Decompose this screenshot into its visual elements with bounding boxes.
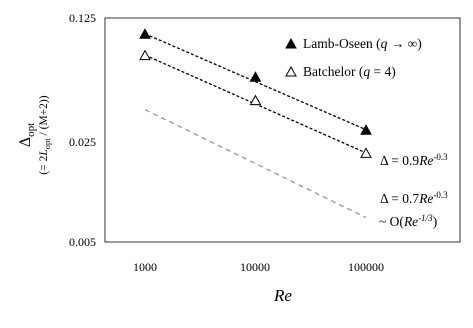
annotation-italic: Re bbox=[418, 191, 433, 206]
y-tick-label: 0.025 bbox=[69, 135, 96, 149]
x-axis-title: Re bbox=[273, 286, 292, 305]
y-tick-label: 0.125 bbox=[69, 11, 96, 25]
y-axis-note-L-sub: opt bbox=[42, 138, 52, 150]
reference-line-layer bbox=[144, 109, 367, 219]
y-axis-subscript: opt bbox=[25, 123, 37, 137]
y-axis-title: Δopt bbox=[17, 123, 37, 147]
y-axis-title-main: Δopt bbox=[17, 123, 37, 147]
legend-label-part: Lamb-Oseen ( bbox=[303, 36, 381, 51]
legend-label-part: Batchelor ( bbox=[303, 64, 364, 79]
annotation-italic: Re bbox=[418, 153, 433, 168]
y-tick-label: 0.005 bbox=[69, 235, 96, 249]
y-axis-note-L: L bbox=[38, 149, 50, 156]
filled-triangle-data-point bbox=[360, 124, 372, 135]
open-triangle-data-point bbox=[360, 147, 372, 158]
legend: Lamb-Oseen (q → ∞) Batchelor (q = 4) bbox=[285, 36, 422, 79]
annotation-part: Δ = 0.9 bbox=[380, 153, 419, 168]
legend-entry-batchelor[interactable]: Batchelor (q = 4) bbox=[285, 64, 396, 79]
open-triangle-data-point bbox=[249, 94, 262, 106]
marker-layer bbox=[139, 28, 372, 158]
fit-line-layer bbox=[144, 33, 367, 154]
legend-label-part: = 4) bbox=[370, 64, 396, 79]
x-tick-label: 100000 bbox=[348, 260, 384, 274]
annotation-superscript: -1/3 bbox=[418, 213, 433, 223]
x-tick-label: 1000 bbox=[133, 260, 157, 274]
reference-line bbox=[144, 109, 367, 219]
y-axis-note-prefix: (= 2 bbox=[38, 155, 50, 174]
annotation-part: ~ O( bbox=[379, 214, 404, 229]
plot-area-frame bbox=[104, 17, 461, 243]
legend-marker-open-triangle bbox=[285, 65, 297, 77]
legend-entry-lamb-oseen[interactable]: Lamb-Oseen (q → ∞) bbox=[285, 36, 422, 51]
fit-annotation-batchelor: Δ = 0.7Re-0.3 bbox=[380, 190, 448, 206]
y-axis-note-suffix: / (M+2)) bbox=[38, 95, 50, 138]
reference-annotation: ~ O(Re-1/3) bbox=[379, 213, 437, 229]
x-tick-label: 10000 bbox=[240, 260, 270, 274]
y-axis-note-text: (= 2Lopt / (M+2)) bbox=[38, 95, 52, 174]
annotation-italic: Re bbox=[403, 214, 418, 229]
annotation-superscript: -0.3 bbox=[433, 152, 448, 162]
annotation-superscript: -0.3 bbox=[433, 190, 448, 200]
legend-marker-filled-triangle bbox=[285, 37, 297, 49]
filled-triangle-data-point bbox=[249, 71, 262, 82]
y-axis-symbol: Δ bbox=[17, 137, 34, 147]
legend-label: Lamb-Oseen (q → ∞) bbox=[303, 36, 422, 51]
y-axis-note: (= 2Lopt / (M+2)) bbox=[38, 95, 52, 174]
annotation-part: Δ = 0.7 bbox=[380, 191, 419, 206]
open-triangle-data-point bbox=[139, 49, 151, 61]
annotation-part: ) bbox=[433, 214, 438, 229]
legend-label-italic: q bbox=[363, 64, 370, 79]
filled-triangle-data-point bbox=[139, 28, 151, 39]
legend-label-part: → ∞) bbox=[387, 36, 421, 51]
legend-label-italic: q bbox=[381, 36, 388, 51]
fit-annotation-lamb-oseen: Δ = 0.9Re-0.3 bbox=[380, 152, 448, 168]
legend-label: Batchelor (q = 4) bbox=[303, 64, 396, 79]
